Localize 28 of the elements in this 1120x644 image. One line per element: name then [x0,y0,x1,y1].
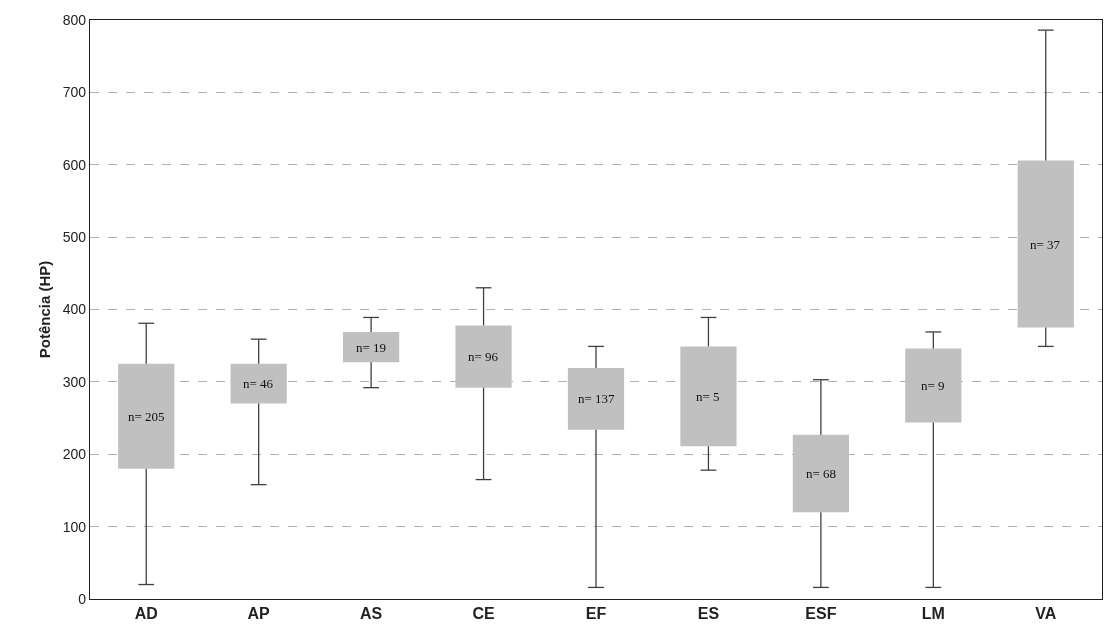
x-tick-label: AS [359,605,383,623]
x-tick-label: VA [1035,605,1057,623]
annotation: n= 37 [1030,237,1061,252]
x-tick-label: ESF [805,605,837,623]
annotation: n= 19 [356,340,387,355]
y-axis-title: Potência (HP) [35,260,53,359]
x-tick-label: AD [134,605,158,623]
x-tick-label: AP [247,605,271,623]
y-tick-label: 800 [62,11,87,28]
y-tick-label: 500 [62,229,87,246]
annotation: n= 46 [243,376,274,391]
y-tick-label: 600 [62,156,87,173]
annotation: n= 96 [468,349,499,364]
y-tick-label: 300 [62,373,87,390]
x-tick-label: LM [921,605,945,623]
y-tick-label: 700 [62,84,87,101]
y-tick-label: 400 [62,301,87,318]
x-tick-label: CE [472,605,495,623]
annotation: n= 137 [578,391,616,406]
y-tick-label: 0 [78,590,87,607]
x-tick-label: ES [697,605,720,623]
annotation: n= 5 [696,389,720,404]
y-tick-label: 200 [62,446,87,463]
annotation: n= 68 [806,466,837,481]
annotation: n= 205 [128,409,165,424]
x-tick-label: EF [585,605,607,623]
y-tick-label: 100 [62,518,87,535]
annotation: n= 9 [921,378,945,393]
